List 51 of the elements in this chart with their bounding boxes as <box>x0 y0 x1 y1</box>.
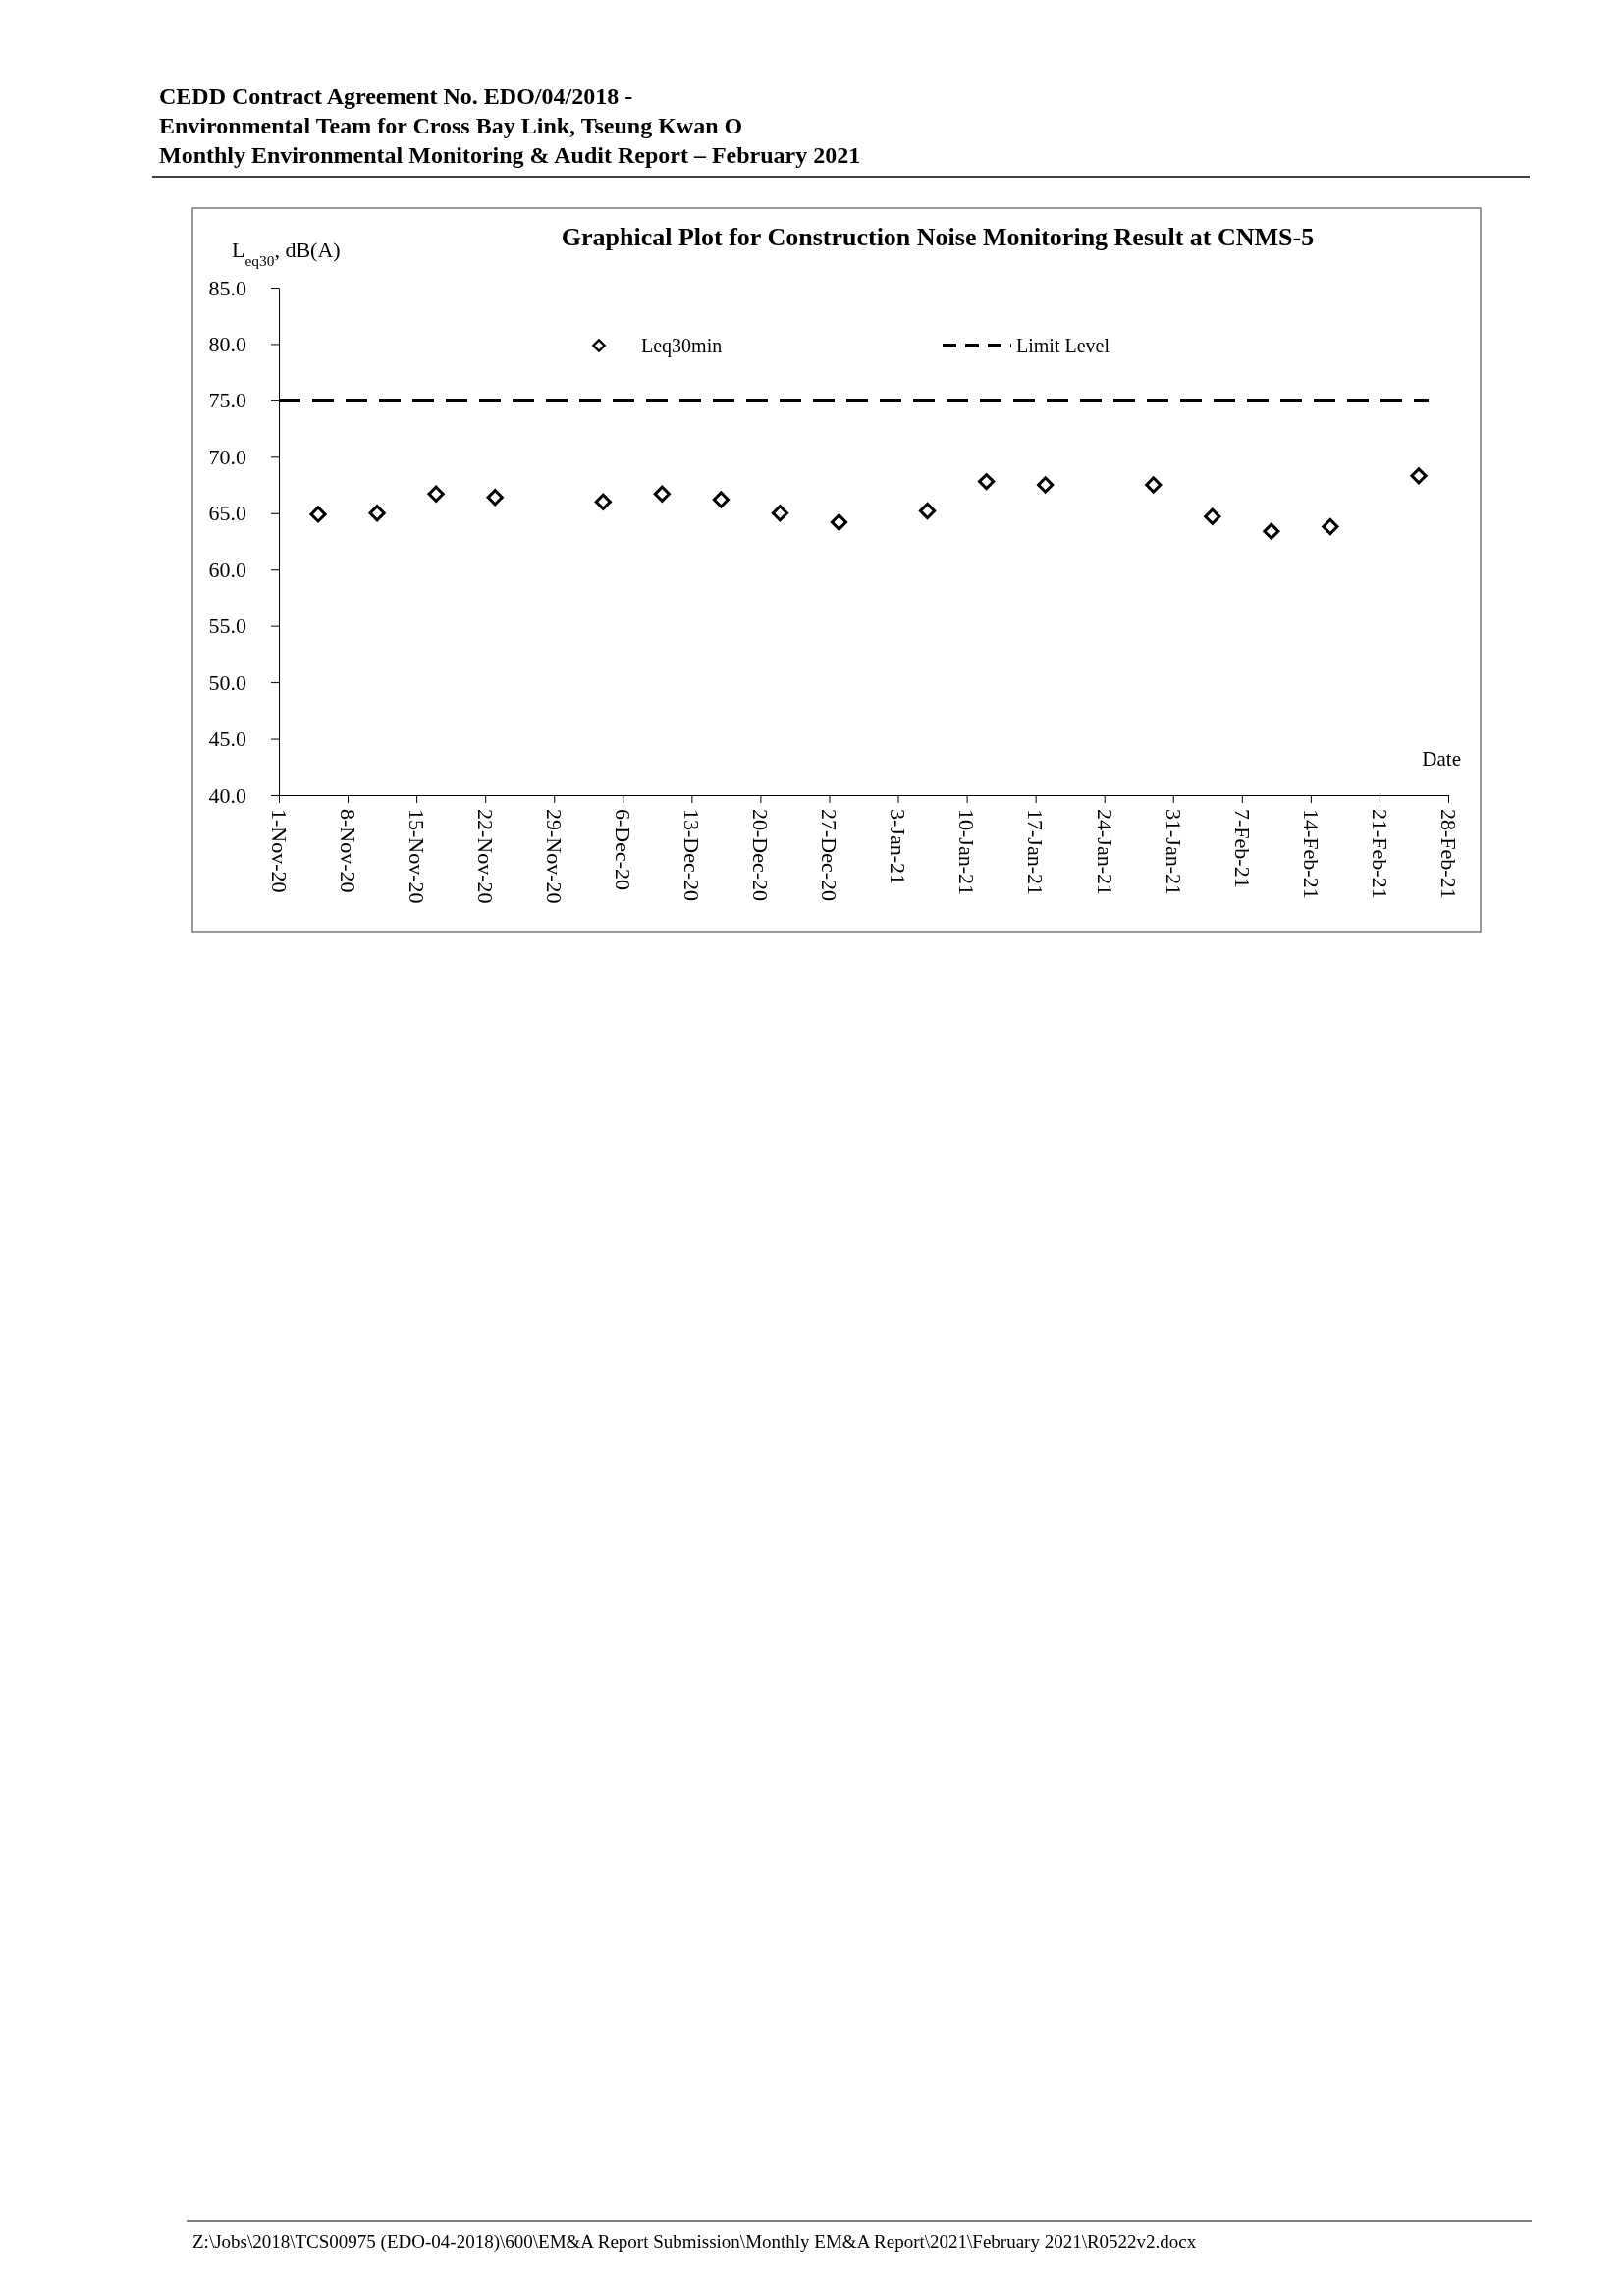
y-tick-label: 55.0 <box>208 614 246 639</box>
point <box>712 491 730 508</box>
x-tick-label: 7-Feb-21 <box>1229 809 1255 888</box>
point <box>1145 476 1163 494</box>
legend-label: Limit Level <box>1016 335 1110 356</box>
point <box>309 506 327 523</box>
x-tick-label: 27-Dec-20 <box>817 809 842 902</box>
x-tick-label: 29-Nov-20 <box>542 809 568 904</box>
y-tick-label: 45.0 <box>208 726 246 752</box>
x-tick-label: 21-Feb-21 <box>1367 809 1392 899</box>
x-tick-label: 3-Jan-21 <box>886 809 911 884</box>
x-tick-label: 14-Feb-21 <box>1298 809 1324 899</box>
x-tick-label: 1-Nov-20 <box>266 809 292 893</box>
y-tick-label: 80.0 <box>208 331 246 356</box>
point <box>1410 467 1428 485</box>
text: Environmental Team for Cross Bay Link, Tseung Kwan O <box>159 113 743 138</box>
y-tick-label: 65.0 <box>208 501 246 526</box>
y-tick-label: 70.0 <box>208 444 246 469</box>
x-tick-label: 15-Nov-20 <box>404 809 429 904</box>
x-tick-label: 22-Nov-20 <box>472 809 498 904</box>
text: Z:\Jobs\2018\TCS00975 (EDO-04-2018)\600\EM&A Report Submission\Monthly EM&A Report\2021\February 2021\R0522v2.docx <box>192 2231 1197 2253</box>
point <box>653 485 671 503</box>
x-tick-label: 24-Jan-21 <box>1092 809 1117 895</box>
y-tick-label: 75.0 <box>208 388 246 413</box>
legend-label: Leq30min <box>641 335 723 357</box>
x-tick-label: 31-Jan-21 <box>1161 809 1186 895</box>
point <box>1204 507 1221 525</box>
point <box>978 473 996 491</box>
x-tick-label: 8-Nov-20 <box>335 809 360 893</box>
x-tick-label: 10-Jan-21 <box>954 809 980 895</box>
x-tick-label: 13-Dec-20 <box>679 809 705 902</box>
x-tick-label: 6-Dec-20 <box>611 809 636 891</box>
point <box>486 489 504 507</box>
point <box>594 493 612 510</box>
point <box>427 485 445 503</box>
x-axis-title: Date <box>1422 747 1461 771</box>
y-axis-title: L$_{eq30}$, dB(A) <box>232 238 341 269</box>
y-tick-label: 50.0 <box>208 669 246 695</box>
x-tick-label: 17-Jan-21 <box>1023 809 1049 895</box>
x-tick-label: 28-Feb-21 <box>1435 809 1461 899</box>
x-tick-label: 20-Dec-20 <box>748 809 774 902</box>
point <box>1263 522 1280 540</box>
point <box>1037 476 1055 494</box>
y-tick-label: 40.0 <box>208 782 246 808</box>
text: Monthly Environmental Monitoring & Audit Report – February 2021 <box>159 142 861 168</box>
y-tick-label: 60.0 <box>208 557 246 582</box>
y-tick-label: 85.0 <box>208 275 246 300</box>
point <box>368 505 386 522</box>
point <box>771 505 788 522</box>
chart-title: Graphical Plot for Construction Noise Monitoring Result at CNMS-5 <box>561 223 1315 251</box>
text: CEDD Contract Agreement No. EDO/04/2018 - <box>159 83 633 109</box>
